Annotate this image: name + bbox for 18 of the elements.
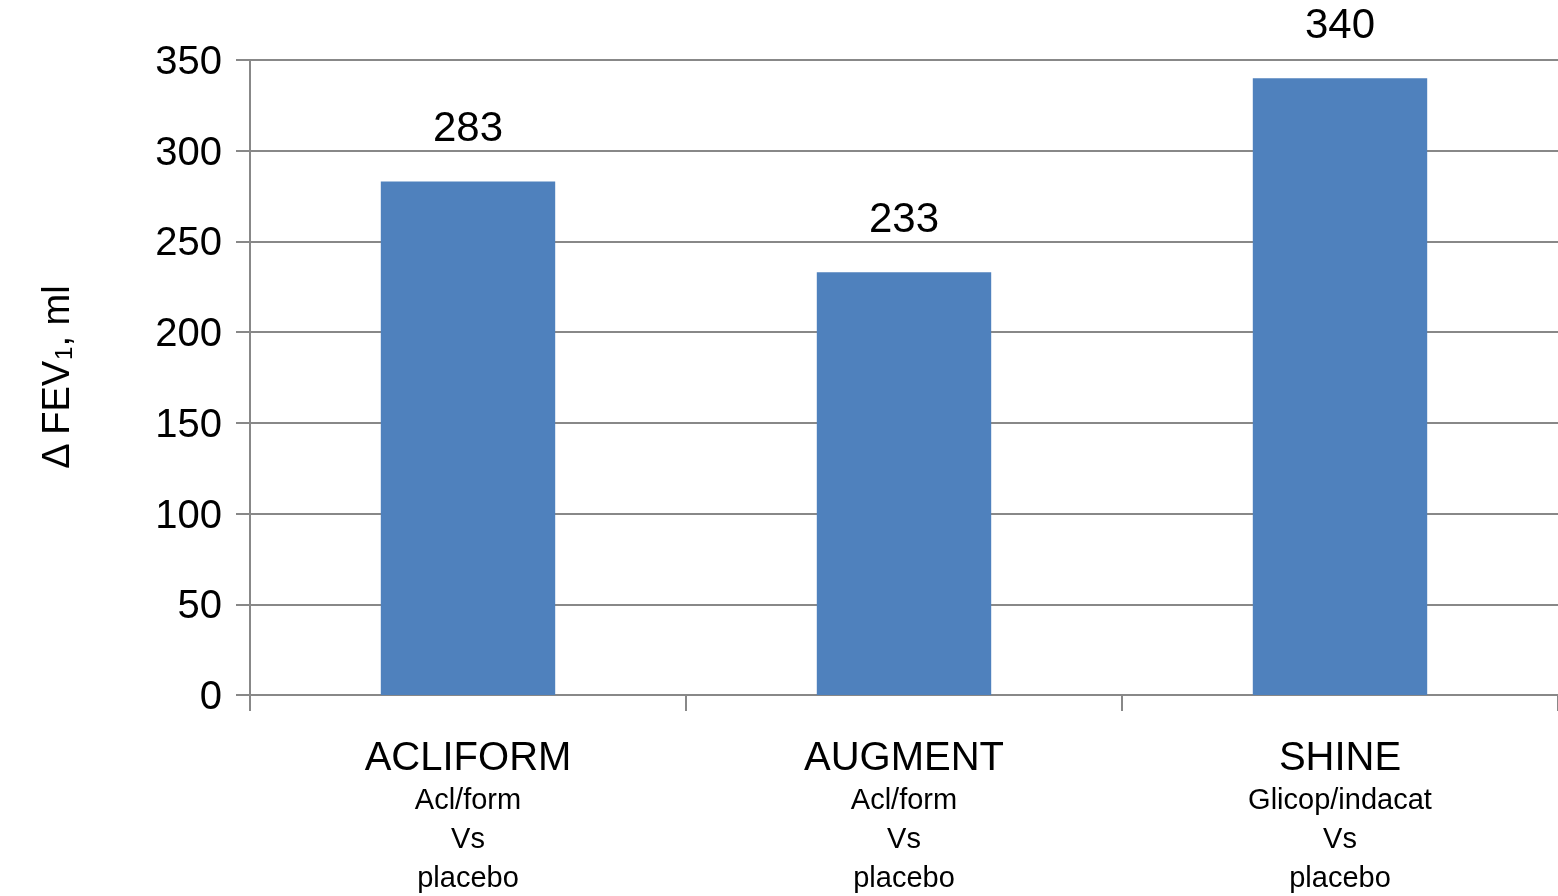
bar xyxy=(1252,78,1428,695)
x-tick-label: AUGMENT Acl/form Vs placebo xyxy=(804,734,1004,893)
y-tick-label: 250 xyxy=(155,219,222,264)
data-label: 340 xyxy=(1304,0,1376,47)
x-tick-label: SHINE Glicop/indacat Vs placebo xyxy=(1248,734,1432,893)
y-tick-label: 100 xyxy=(155,491,222,536)
bar xyxy=(380,181,556,695)
bar xyxy=(816,272,992,695)
y-tick-label: 300 xyxy=(155,128,222,173)
y-tick-label: 50 xyxy=(177,582,222,627)
y-axis-title: Δ FEV1, ml xyxy=(35,285,77,469)
y-tick-label: 200 xyxy=(155,310,222,355)
x-tick-label: ACLIFORM Acl/form Vs placebo xyxy=(364,734,572,893)
data-label: 233 xyxy=(868,193,940,241)
y-tick-label: 0 xyxy=(199,673,222,717)
data-label: 283 xyxy=(432,103,504,151)
y-tick-label: 350 xyxy=(155,38,222,82)
y-tick-label: 150 xyxy=(155,400,222,445)
